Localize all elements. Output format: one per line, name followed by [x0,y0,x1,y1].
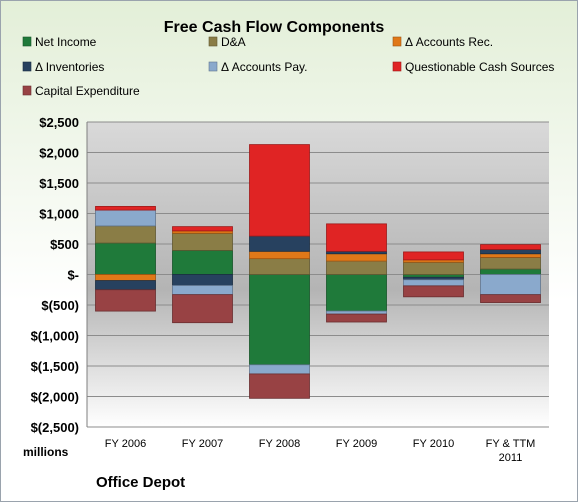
bar-segment-dna [172,232,233,251]
y-tick-label: $(500) [41,298,79,313]
bar-segment-dna [403,261,464,275]
bar-segment-accounts_rec [326,253,387,262]
bar-segment-questionable [326,223,387,252]
x-tick-label: FY 2007 [182,438,223,450]
y-tick-label: $1,000 [39,207,79,222]
x-tick-label: FY 2010 [413,438,454,450]
legend-label-capex: Capital Expenditure [35,84,140,98]
y-tick-label: $- [67,268,79,283]
bar-segment-questionable [249,144,310,237]
bar-segment-net_income [249,274,310,366]
company-name: Office Depot [96,474,185,491]
legend-label-net_income: Net Income [35,35,97,49]
bar-segment-capex [480,294,541,303]
bar-segment-inventories [95,280,156,291]
bar-segment-accounts_pay [95,209,156,227]
y-tick-label: $2,000 [39,146,79,161]
legend-swatch-net_income [22,36,32,47]
bar-segment-net_income [480,268,541,275]
x-axis: FY 2006 FY 2007 FY 2008 FY 2009 FY 2010 FY & … [105,438,536,464]
bar-segment-dna [480,257,541,270]
bar-segment-capex [172,294,233,324]
legend-label-dna: D&A [221,35,246,49]
bar-segment-dna [95,225,156,244]
y-axis: $2,500 $2,000 $1,500 $1,000 $500 $- $(500) $(1,… [31,115,88,435]
legend-swatch-capex [22,85,32,96]
bar-segment-accounts_rec [249,250,310,260]
bar-segment-accounts_pay [326,310,387,315]
bar-segment-questionable [480,244,541,250]
bar-segment-dna [249,258,310,275]
legend-label-accounts_pay: Δ Accounts Pay. [221,60,308,74]
y-axis-unit-label: millions [23,445,69,459]
bar-segment-net_income [403,274,464,278]
x-tick-label: FY & TTM 2011 [486,438,536,464]
chart-title: Free Cash Flow Components [164,19,385,36]
bar-segment-questionable [95,206,156,211]
bar-segment-accounts_rec [480,253,541,258]
bar-segment-questionable [403,251,464,261]
bar-segment-capex [95,289,156,312]
bar-segment-capex [249,373,310,399]
bar-segment-net_income [326,274,387,312]
legend-swatch-accounts_rec [392,36,402,47]
bar-segment-accounts_rec [95,274,156,281]
legend-swatch-inventories [22,61,32,72]
bar-segment-inventories [172,274,233,286]
legend-swatch-accounts_pay [208,61,218,72]
legend-label-inventories: Δ Inventories [35,60,104,74]
bar-segment-inventories [249,235,310,252]
gridlines [87,121,549,428]
bar-segment-questionable [172,226,233,232]
bar-segment-capex [326,313,387,323]
y-tick-label: $1,500 [39,176,79,191]
x-tick-label: FY 2009 [336,438,377,450]
y-tick-label: $(1,000) [31,329,79,344]
y-tick-label: $500 [50,237,79,252]
legend-label-questionable: Questionable Cash Sources [405,60,554,74]
bar-segment-inventories [480,249,541,255]
legend-label-accounts_rec: Δ Accounts Rec. [405,35,493,49]
legend-swatch-dna [208,36,218,47]
y-tick-label: $2,500 [39,115,79,130]
legend: Net Income D&A Δ Accounts Rec. Δ Inventorie… [22,35,554,98]
bar-segment-capex [403,285,464,298]
bar-segment-accounts_pay [480,274,541,296]
bar-segment-dna [326,260,387,275]
bar-segment-net_income [172,250,233,275]
y-tick-label: $(1,500) [31,359,79,374]
legend-swatch-questionable [392,61,402,72]
x-tick-label: FY 2008 [259,438,300,450]
bar-segment-accounts_pay [249,364,310,375]
bar-segment-accounts_pay [403,279,464,287]
bar-segment-accounts_pay [172,285,233,296]
y-tick-label: $(2,500) [31,420,79,435]
y-tick-label: $(2,000) [31,390,79,405]
x-tick-label: FY 2006 [105,438,146,450]
bars-group [95,144,541,399]
bar-segment-net_income [95,242,156,275]
